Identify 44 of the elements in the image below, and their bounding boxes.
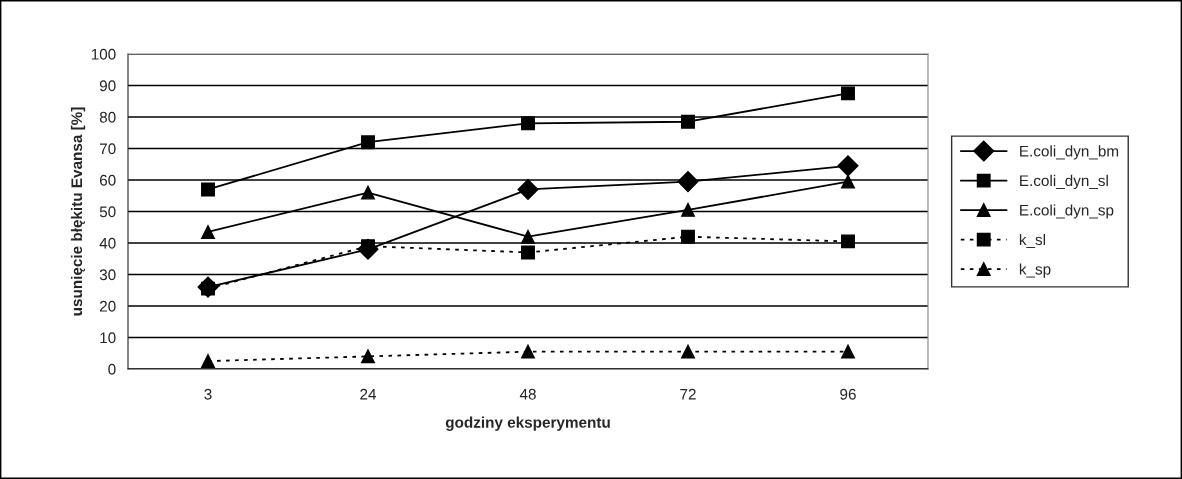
point [677,171,699,193]
x-tick-label: 3 [204,388,212,400]
point [841,174,855,189]
y-tick-label: 60 [99,174,116,186]
x-tick-label: 96 [840,388,856,400]
legend-label: E.coli_dyn_bm [1020,145,1119,160]
point [841,86,855,101]
point [521,344,535,359]
y-tick-label: 80 [99,111,116,123]
legend-label: E.coli_dyn_sl [1020,174,1108,190]
x-tick-label: 48 [519,388,536,400]
point [681,114,695,129]
legend-label: k_sp [1019,263,1051,278]
point [681,344,695,359]
point [681,202,695,217]
y-tick-label: 70 [99,143,116,155]
point [681,229,695,244]
x-tick-label: 72 [680,388,696,400]
y-tick-label: 50 [99,206,116,218]
legend-label: k_sl [1019,233,1046,249]
point [201,354,215,369]
x-axis-title: godziny eksperymentu [445,416,610,431]
point [361,349,375,364]
y-tick-label: 10 [100,332,116,344]
y-tick-label: 90 [99,80,116,92]
y-tick-label: 0 [108,363,116,375]
point [201,182,215,197]
y-axis-title: usunięcie błękitu Evansa [%] [70,107,86,316]
point [521,245,535,260]
y-tick-label: 100 [91,48,116,60]
point [521,229,535,244]
point [361,185,375,200]
point [361,135,375,150]
x-tick-label: 24 [360,388,377,400]
point [201,225,215,239]
point [521,116,535,131]
point [837,155,859,177]
point [841,234,855,249]
y-tick-label: 30 [99,269,116,281]
legend-label: E.coli_dyn_sp [1020,204,1114,219]
y-tick-label: 40 [99,237,116,249]
point [517,178,539,200]
y-tick-label: 20 [99,300,116,312]
point [841,344,855,359]
